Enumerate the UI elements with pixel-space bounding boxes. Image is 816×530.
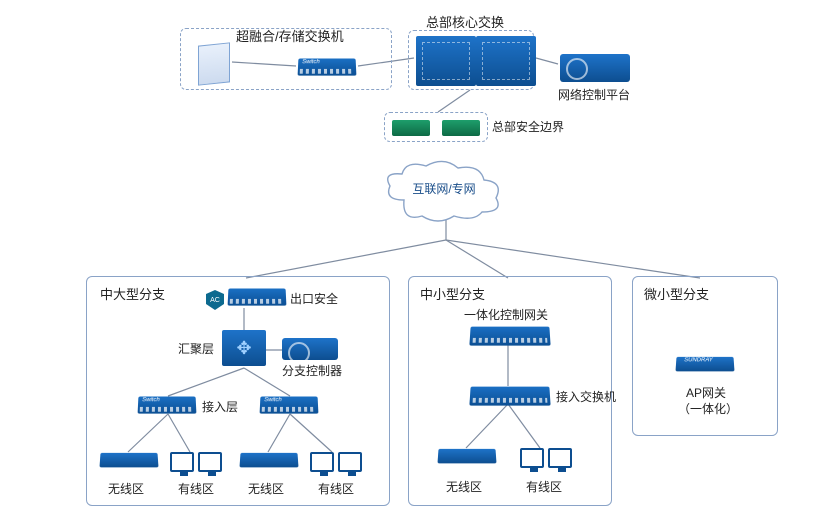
pc-pair-2-icon [310, 452, 362, 477]
hci-switch-icon: Switch [298, 58, 356, 76]
wireless-ap-2-icon [240, 452, 298, 468]
security-device-1-icon [392, 120, 430, 136]
cloud-icon: 互联网/专网 [384, 160, 504, 220]
hci-storage-title: 超融合/存储交换机 [236, 26, 344, 45]
branch-controller-icon [282, 338, 338, 360]
medium-access-switch-icon [470, 386, 550, 406]
wireless-zone-1-label: 无线区 [108, 480, 144, 497]
egress-switch-icon [228, 288, 286, 306]
branch-controller-label: 分支控制器 [282, 362, 342, 379]
hq-security-label: 总部安全边界 [492, 118, 564, 135]
micro-ap-gateway-label: AP网关 [686, 384, 726, 401]
medium-pc-pair-icon [520, 448, 572, 473]
micro-integrated-label: （一体化） [678, 400, 738, 417]
core-switch-2-icon [476, 36, 536, 86]
access-switch-2-icon: Switch [260, 396, 318, 414]
core-switch-title: 总部核心交换 [426, 12, 504, 31]
wired-zone-1-label: 有线区 [178, 480, 214, 497]
wireless-zone-2-label: 无线区 [248, 480, 284, 497]
diagram-canvas: 超融合/存储交换机 Switch 总部核心交换 网络控制平台 总部安全边界 互联… [0, 0, 816, 530]
cloud-label: 互联网/专网 [384, 180, 504, 197]
access-switch-1-icon: Switch [138, 396, 196, 414]
medium-wireless-ap-icon [438, 448, 496, 464]
aggregation-layer-label: 汇聚层 [178, 340, 214, 357]
medium-branch-title: 中小型分支 [420, 284, 485, 303]
large-branch-title: 中大型分支 [100, 284, 165, 303]
security-device-2-icon [442, 120, 480, 136]
medium-wireless-zone-label: 无线区 [446, 478, 482, 495]
integrated-gateway-label: 一体化控制网关 [464, 306, 548, 323]
server-icon [198, 44, 230, 84]
core-switch-1-icon [416, 36, 476, 86]
network-control-platform-label: 网络控制平台 [558, 86, 630, 103]
access-layer-label: 接入层 [202, 398, 238, 415]
integrated-gateway-icon [470, 326, 550, 346]
medium-wired-zone-label: 有线区 [526, 478, 562, 495]
egress-security-label: 出口安全 [290, 290, 338, 307]
network-control-platform-icon [560, 54, 630, 82]
ac-shield-icon [206, 290, 224, 310]
aggregation-switch-icon [222, 330, 266, 366]
medium-access-switch-label: 接入交换机 [556, 388, 616, 405]
micro-ap-gateway-icon: SUNDRAY [676, 356, 734, 372]
micro-branch-title: 微小型分支 [644, 284, 709, 303]
wired-zone-2-label: 有线区 [318, 480, 354, 497]
pc-pair-1-icon [170, 452, 222, 477]
wireless-ap-1-icon [100, 452, 158, 468]
